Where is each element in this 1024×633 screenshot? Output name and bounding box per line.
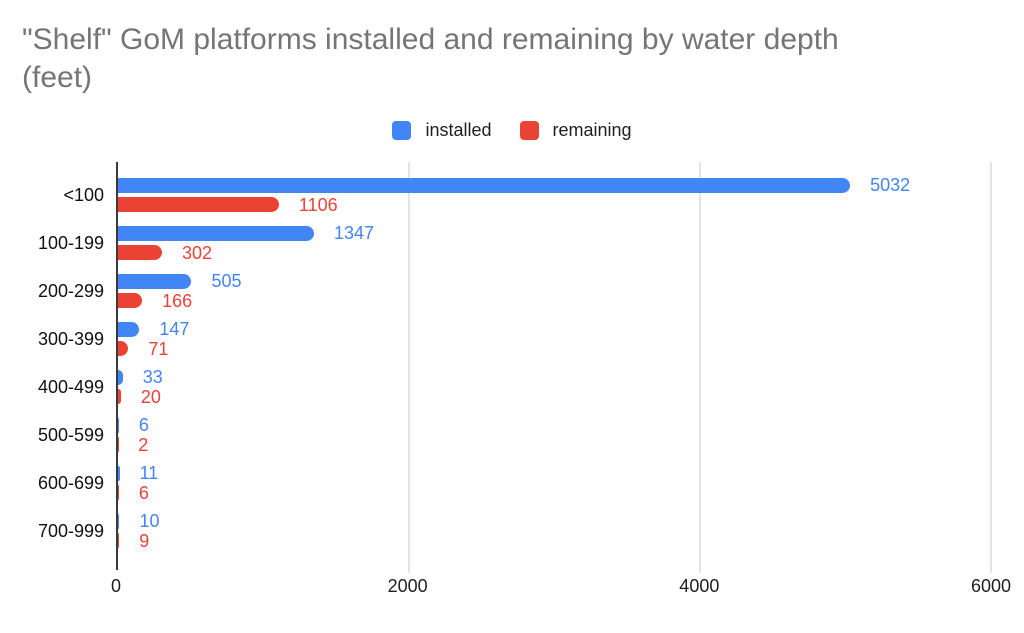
installed-value-label: 1347: [333, 223, 375, 243]
gridline-4000: [698, 162, 701, 573]
category-label: 400-499: [37, 377, 104, 397]
bar-group: 500-599 6 2: [38, 415, 991, 455]
installed-bar: [118, 514, 120, 529]
installed-value-label: 5032: [870, 175, 911, 195]
bar-group: 700-999 10 9: [38, 511, 991, 551]
bar-group: 400-499 33 20: [38, 367, 991, 407]
x-tick-label-6000: 6000: [970, 576, 1012, 596]
installed-value-label: 10: [139, 511, 160, 531]
bar-group: <100 5032 1106: [63, 175, 991, 215]
legend-entry-remaining: remaining: [519, 120, 632, 140]
installed-value-label: 11: [139, 463, 159, 483]
remaining-bar: [118, 245, 162, 260]
gridline-2000: [407, 162, 410, 573]
remaining-bar: [118, 533, 120, 548]
x-tick-label-4000: 4000: [679, 576, 720, 596]
remaining-bar: [118, 293, 143, 308]
category-label: 300-399: [37, 329, 104, 349]
remaining-value-label: 9: [139, 531, 150, 551]
remaining-value-label: 6: [138, 483, 149, 503]
bar-group: 100-199 1347 302: [38, 223, 991, 263]
installed-bar: [118, 178, 851, 193]
bar-group: 300-399 147 71: [38, 319, 991, 359]
remaining-value-label: 71: [148, 339, 169, 359]
bar-group: 200-299 505 166: [38, 271, 991, 311]
category-label: 600-699: [37, 473, 104, 493]
remaining-swatch-icon: [519, 120, 539, 140]
remaining-value-label: 1106: [298, 195, 338, 215]
legend-label-installed: installed: [425, 120, 492, 140]
remaining-bar: [118, 197, 279, 212]
remaining-value-label: 302: [181, 243, 212, 263]
plot-area: <100 5032 1106 100-199 1347 302 200-299 505 166 3…: [38, 162, 992, 573]
legend: installed remaining: [0, 119, 1024, 141]
installed-swatch-icon: [392, 120, 412, 140]
installed-bar: [118, 370, 123, 385]
bar-group: 600-699 11 6: [38, 463, 991, 503]
remaining-value-label: 166: [162, 291, 193, 311]
installed-bar: [118, 274, 192, 289]
category-label: 100-199: [37, 233, 104, 253]
installed-value-label: 6: [138, 415, 149, 435]
remaining-bar: [118, 485, 119, 500]
remaining-value-label: 2: [138, 435, 149, 455]
remaining-bar: [118, 341, 129, 356]
chart-title-line2: (feet): [22, 61, 93, 94]
x-axis: 0 2000 4000 6000: [111, 576, 1011, 598]
x-tick-label-0: 0: [110, 576, 122, 596]
installed-value-label: 505: [211, 271, 242, 291]
category-label: 500-599: [37, 425, 104, 445]
legend-entry-installed: installed: [392, 120, 492, 140]
installed-bar: [118, 226, 314, 241]
installed-bar: [118, 418, 119, 433]
installed-bar: [118, 322, 140, 337]
installed-value-label: 147: [159, 319, 190, 339]
remaining-bar: [118, 389, 121, 404]
remaining-value-label: 20: [140, 387, 161, 407]
gridline-6000: [990, 162, 992, 573]
x-tick-label-2000: 2000: [387, 576, 428, 596]
chart-title: "Shelf" GoM platforms installed and rema…: [22, 21, 982, 97]
chart-title-line1: "Shelf" GoM platforms installed and rema…: [22, 23, 839, 56]
installed-value-label: 33: [142, 367, 163, 387]
installed-bar: [118, 466, 120, 481]
category-label: <100: [63, 185, 104, 205]
category-label: 700-999: [37, 521, 104, 541]
category-label: 200-299: [37, 281, 104, 301]
legend-label-remaining: remaining: [552, 120, 632, 140]
